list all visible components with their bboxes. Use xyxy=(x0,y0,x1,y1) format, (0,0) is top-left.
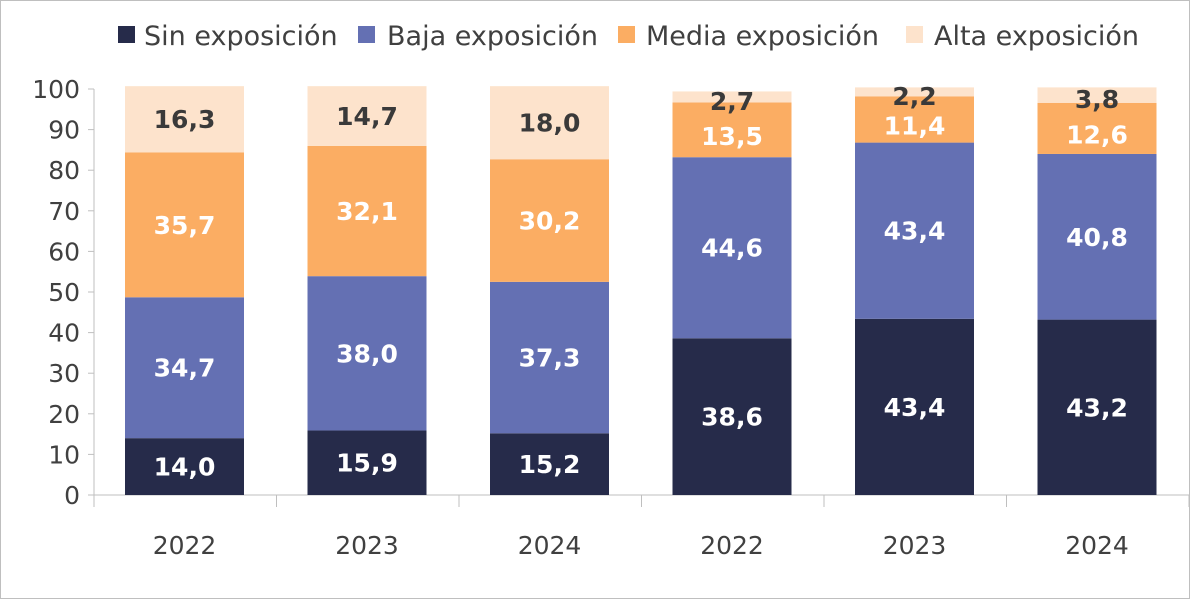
data-label-baja-exposicion: 37,3 xyxy=(519,344,581,373)
legend-label-alta-exposicion: Alta exposición xyxy=(934,21,1139,52)
x-axis: 2022 2023 2024 2022 2023 2024 xyxy=(93,494,1189,560)
data-label-alta-exposicion: 2,7 xyxy=(710,87,754,116)
y-tick-label: 90 xyxy=(48,116,80,145)
y-tick-label: 80 xyxy=(48,156,80,185)
bar-segment-sin-exposicion xyxy=(490,433,609,495)
y-tick-label: 20 xyxy=(48,400,80,429)
bars xyxy=(125,86,1157,495)
bar-segment-media-exposicion xyxy=(1037,102,1157,154)
legend-swatch-sin-exposicion xyxy=(118,26,135,43)
bar-segment-media-exposicion xyxy=(855,96,974,143)
bar-segment-sin-exposicion xyxy=(307,430,427,495)
bar-segment-media-exposicion xyxy=(672,102,792,158)
data-label-baja-exposicion: 40,8 xyxy=(1066,223,1128,252)
data-label-baja-exposicion: 44,6 xyxy=(701,234,763,263)
value-labels: 14,0 34,7 35,7 16,3 15,9 38,0 32,1 14,7 15,2 37,3… xyxy=(154,82,1128,482)
y-tick-label: 30 xyxy=(48,359,80,388)
data-label-sin-exposicion: 14,0 xyxy=(154,453,216,482)
legend-swatch-baja-exposicion xyxy=(358,26,375,43)
data-label-sin-exposicion: 43,2 xyxy=(1066,393,1128,422)
y-tick-label: 100 xyxy=(32,75,80,104)
legend-label-media-exposicion: Media exposición xyxy=(646,21,879,52)
data-label-alta-exposicion: 18,0 xyxy=(519,109,581,138)
bar-segment-sin-exposicion xyxy=(125,438,244,495)
bar-segment-alta-exposicion xyxy=(672,91,792,103)
bar-segment-sin-exposicion xyxy=(1037,319,1157,495)
bar-segment-sin-exposicion xyxy=(855,318,974,495)
data-label-alta-exposicion: 16,3 xyxy=(154,105,216,134)
data-label-baja-exposicion: 43,4 xyxy=(884,217,946,246)
data-label-alta-exposicion: 2,2 xyxy=(892,82,936,111)
x-tick-label: 2023 xyxy=(335,531,399,560)
bar-segment-sin-exposicion xyxy=(672,338,792,495)
x-tick-label: 2022 xyxy=(153,531,217,560)
y-tick-label: 10 xyxy=(48,440,80,469)
legend: Sin exposición Baja exposición Media expos… xyxy=(118,21,1139,52)
data-label-media-exposicion: 35,7 xyxy=(154,211,216,240)
data-label-sin-exposicion: 15,2 xyxy=(519,450,581,479)
bar-segment-baja-exposicion xyxy=(125,297,244,439)
y-tick-label: 60 xyxy=(48,237,80,266)
y-tick-label: 40 xyxy=(48,319,80,348)
y-tick-label: 0 xyxy=(64,481,80,510)
legend-label-sin-exposicion: Sin exposición xyxy=(144,21,338,52)
data-label-baja-exposicion: 34,7 xyxy=(154,354,216,383)
data-label-sin-exposicion: 15,9 xyxy=(336,449,398,478)
data-label-alta-exposicion: 14,7 xyxy=(336,102,398,131)
x-tick-label: 2022 xyxy=(700,531,764,560)
legend-swatch-media-exposicion xyxy=(618,26,635,43)
data-label-media-exposicion: 11,4 xyxy=(884,111,946,140)
data-label-alta-exposicion: 3,8 xyxy=(1075,85,1119,114)
data-label-media-exposicion: 12,6 xyxy=(1066,120,1128,149)
bar-segment-alta-exposicion xyxy=(307,86,427,146)
y-tick-label: 50 xyxy=(48,278,80,307)
legend-swatch-alta-exposicion xyxy=(906,26,923,43)
legend-label-baja-exposicion: Baja exposición xyxy=(387,21,598,52)
bar-segment-baja-exposicion xyxy=(1037,153,1157,320)
bar-segment-baja-exposicion xyxy=(307,276,427,431)
bar-segment-baja-exposicion xyxy=(855,142,974,319)
data-label-baja-exposicion: 38,0 xyxy=(336,339,398,368)
x-tick-label: 2023 xyxy=(883,531,947,560)
bar-segment-baja-exposicion xyxy=(672,157,792,339)
bar-segment-alta-exposicion xyxy=(490,86,609,160)
bar-segment-media-exposicion xyxy=(307,145,427,277)
bar-segment-media-exposicion xyxy=(125,152,244,298)
bar-segment-alta-exposicion xyxy=(1037,87,1157,103)
data-label-sin-exposicion: 38,6 xyxy=(701,403,763,432)
bar-segment-alta-exposicion xyxy=(125,86,244,153)
x-tick-label: 2024 xyxy=(518,531,582,560)
data-label-media-exposicion: 32,1 xyxy=(336,197,398,226)
bar-segment-alta-exposicion xyxy=(855,87,974,97)
data-label-media-exposicion: 30,2 xyxy=(519,207,581,236)
data-label-media-exposicion: 13,5 xyxy=(701,122,763,151)
bar-segment-baja-exposicion xyxy=(490,281,609,434)
y-tick-label: 70 xyxy=(48,197,80,226)
bar-segment-media-exposicion xyxy=(490,159,609,282)
y-axis: 0 10 20 30 40 50 60 70 80 90 100 xyxy=(32,75,95,510)
data-label-sin-exposicion: 43,4 xyxy=(884,393,946,422)
x-tick-label: 2024 xyxy=(1065,531,1129,560)
